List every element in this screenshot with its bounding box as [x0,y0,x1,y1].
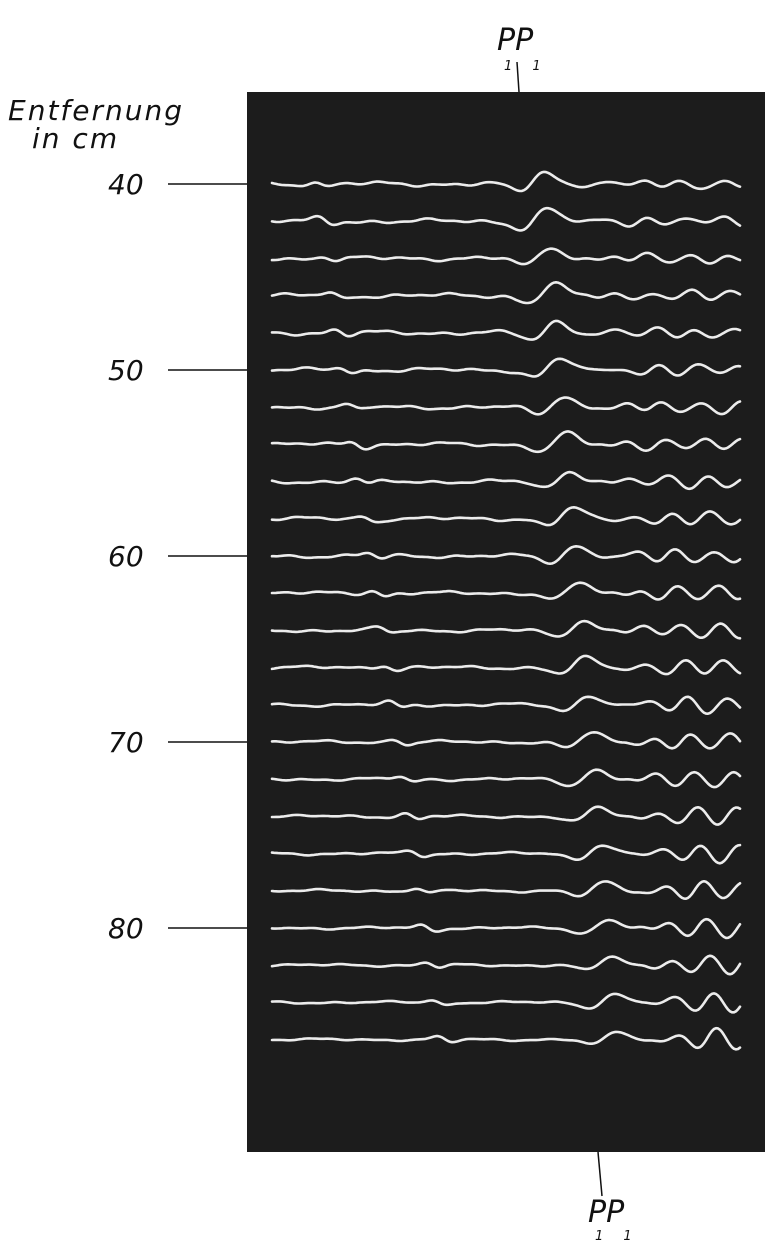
phase-label-bottom: PP [588,1195,625,1230]
seismogram-trace [270,768,742,789]
record-panel [247,92,765,1152]
seismogram-trace [270,880,742,900]
seismogram-trace [270,843,742,865]
seismogram-trace [270,430,742,454]
y-tick-label: 60 [108,540,144,573]
y-tick-label: 70 [108,726,144,759]
seismogram-trace [270,396,742,416]
y-axis-title-line2: in cm [32,122,119,155]
phase-marker-bottom: PP 1 1 [588,1151,640,1241]
y-axis-ticks: 40 50 60 70 80 [108,168,247,945]
y-tick-label: 80 [108,912,144,945]
seismogram-trace [270,545,742,565]
seismogram-trace [270,281,742,305]
phase-label-top: PP [497,23,534,58]
seismogram-trace [270,954,742,976]
y-axis-title-line1: Entfernung [8,94,184,127]
seismogram-trace [270,992,742,1014]
seismogram-trace [270,206,742,232]
phase-tick-bottom [597,1151,603,1197]
seismogram-trace [270,731,742,750]
seismogram-trace [270,695,742,715]
phase-subscript-top: 1 1 [504,59,549,74]
seismogram-trace [270,470,742,491]
seismogram-trace [270,357,742,378]
phase-tick-top [516,61,520,93]
seismogram-trace [270,506,742,527]
trace-group [270,170,742,1051]
seismogram-trace [270,247,742,266]
seismogram-trace [270,581,742,601]
phase-marker-top: PP 1 1 [497,23,549,93]
seismogram-trace [270,1026,742,1051]
phase-subscript-bottom: 1 1 [595,1229,640,1241]
seismogram-trace [270,917,742,940]
seismogram-trace [270,319,742,341]
seismogram-trace [270,619,742,640]
seismogram-trace [270,170,742,193]
y-tick-label: 50 [108,354,144,387]
y-tick-label: 40 [108,168,144,201]
seismogram-trace [270,654,742,676]
seismogram-trace [270,805,742,826]
